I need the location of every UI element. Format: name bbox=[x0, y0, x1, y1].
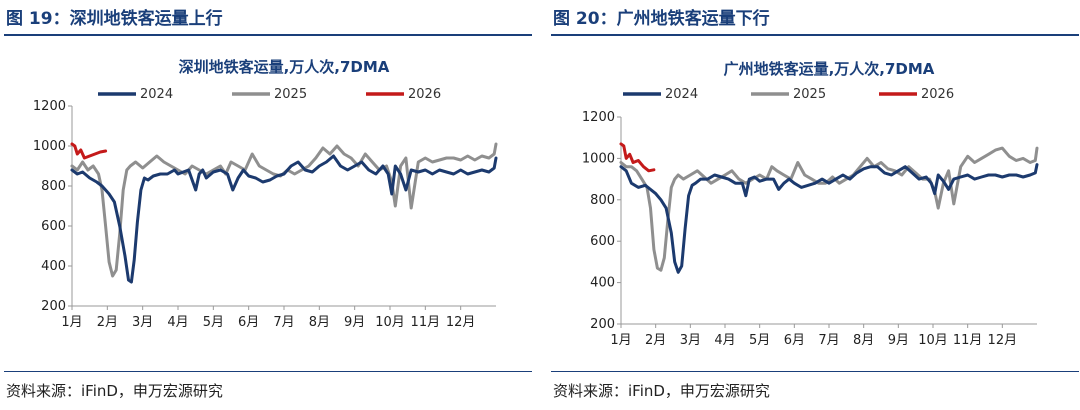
chart-panel-shenzhen: 图 19：深圳地铁客运量上行 深圳地铁客运量,万人次,7DMA 2024 2025 2… bbox=[4, 0, 532, 410]
x-tick-label: 5月 bbox=[749, 333, 770, 348]
source-note: 资料来源：iFinD，申万宏源研究 bbox=[6, 382, 223, 400]
series-line-2026 bbox=[619, 142, 656, 173]
y-tick-label: 600 bbox=[41, 219, 66, 234]
x-tick-label: 8月 bbox=[309, 315, 330, 330]
top-rule bbox=[551, 34, 1079, 36]
x-tick-label: 7月 bbox=[273, 315, 294, 330]
x-tick-label: 10月 bbox=[375, 315, 405, 330]
x-tick-label: 5月 bbox=[203, 315, 224, 330]
x-tick-label: 2月 bbox=[97, 315, 118, 330]
x-tick-label: 8月 bbox=[853, 333, 874, 348]
series-line-2024 bbox=[619, 163, 1039, 274]
y-tick-label: 1000 bbox=[582, 151, 615, 166]
y-tick-label: 1000 bbox=[33, 139, 66, 154]
x-tick-label: 9月 bbox=[344, 315, 365, 330]
x-tick-label: 4月 bbox=[167, 315, 188, 330]
line-chart: 广州地铁客运量,万人次,7DMA 2024 2025 2026 200 400 600 800… bbox=[582, 60, 1039, 348]
bottom-rule bbox=[4, 371, 532, 372]
x-tick-label: 6月 bbox=[238, 315, 259, 330]
legend-label-2026: 2026 bbox=[408, 87, 441, 102]
y-tick-label: 800 bbox=[41, 179, 66, 194]
figure-title: 图 20：广州地铁客运量下行 bbox=[553, 9, 770, 29]
chart-panel-guangzhou: 图 20：广州地铁客运量下行 广州地铁客运量,万人次,7DMA 2024 2025 2… bbox=[551, 0, 1079, 410]
legend-label-2024: 2024 bbox=[140, 87, 173, 102]
x-tick-label: 1月 bbox=[610, 333, 631, 348]
y-tick-label: 600 bbox=[590, 234, 615, 249]
series-line-2025 bbox=[70, 142, 498, 278]
x-tick-label: 11月 bbox=[953, 333, 983, 348]
series-line-2024 bbox=[70, 154, 498, 284]
chart-title: 深圳地铁客运量,万人次,7DMA bbox=[179, 58, 390, 76]
top-rule bbox=[4, 34, 532, 36]
legend-label-2025: 2025 bbox=[793, 87, 826, 102]
y-tick-label: 1200 bbox=[582, 110, 615, 125]
y-tick-label: 800 bbox=[590, 193, 615, 208]
x-tick-label: 12月 bbox=[988, 333, 1018, 348]
y-tick-label: 400 bbox=[590, 276, 615, 291]
x-tick-label: 1月 bbox=[61, 315, 82, 330]
x-tick-label: 2月 bbox=[645, 333, 666, 348]
x-tick-label: 3月 bbox=[680, 333, 701, 348]
figure-title: 图 19：深圳地铁客运量上行 bbox=[6, 9, 223, 29]
chart-title: 广州地铁客运量,万人次,7DMA bbox=[724, 60, 935, 78]
x-tick-label: 11月 bbox=[411, 315, 441, 330]
x-tick-label: 9月 bbox=[888, 333, 909, 348]
bottom-rule bbox=[551, 371, 1079, 372]
y-tick-label: 1200 bbox=[33, 99, 66, 114]
x-tick-label: 3月 bbox=[132, 315, 153, 330]
x-tick-label: 7月 bbox=[818, 333, 839, 348]
legend-label-2024: 2024 bbox=[665, 87, 698, 102]
legend-label-2025: 2025 bbox=[274, 87, 307, 102]
y-tick-label: 200 bbox=[590, 317, 615, 332]
x-tick-label: 4月 bbox=[714, 333, 735, 348]
x-tick-label: 6月 bbox=[784, 333, 805, 348]
y-tick-label: 200 bbox=[41, 299, 66, 314]
y-tick-label: 400 bbox=[41, 259, 66, 274]
line-chart: 深圳地铁客运量,万人次,7DMA 2024 2025 2026 200 400 600 800… bbox=[33, 58, 498, 330]
legend-label-2026: 2026 bbox=[921, 87, 954, 102]
source-note: 资料来源：iFinD，申万宏源研究 bbox=[553, 382, 770, 400]
series-line-2025 bbox=[619, 146, 1039, 272]
x-tick-label: 12月 bbox=[446, 315, 476, 330]
x-tick-label: 10月 bbox=[918, 333, 948, 348]
series-line-2026 bbox=[70, 142, 108, 160]
